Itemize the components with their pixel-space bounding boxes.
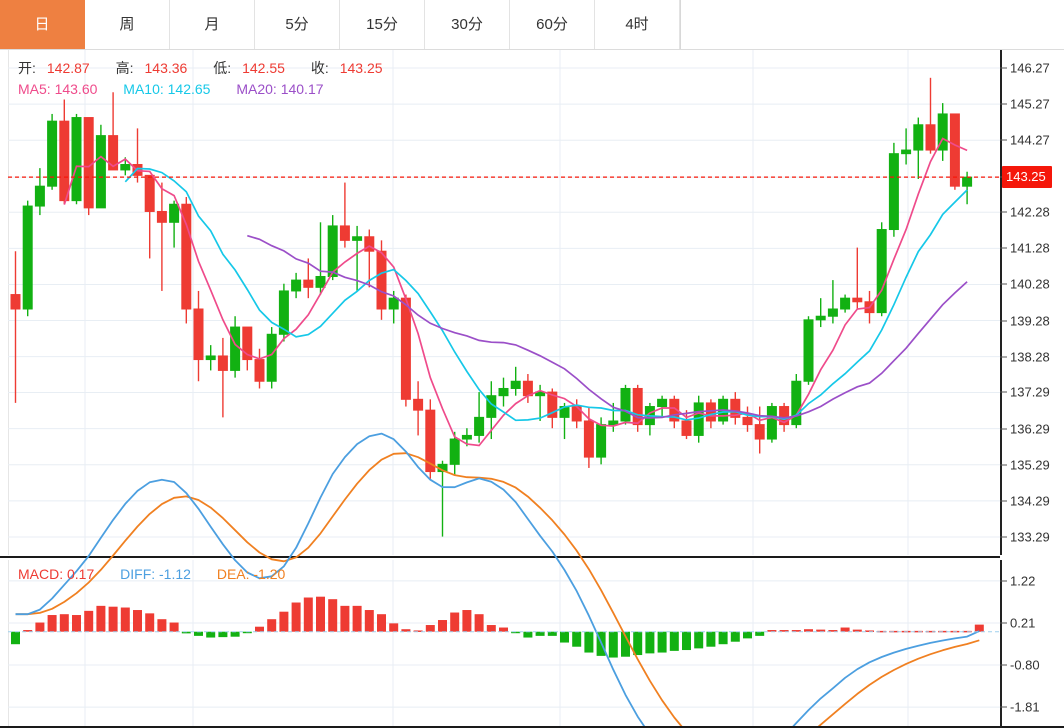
macd-axis-tick: [1000, 580, 1007, 582]
macd-chart[interactable]: [8, 432, 1000, 728]
price-axis-tick: [1000, 536, 1007, 538]
price-axis-label: 138.28: [1010, 349, 1050, 365]
timeframe-tab-label: 5分: [285, 16, 309, 33]
macd-value-legend: MACD: 0.17: [18, 566, 95, 582]
open-value: 142.87: [46, 60, 90, 76]
price-axis-tick: [1000, 211, 1007, 213]
timeframe-tab-4[interactable]: 15分: [340, 0, 425, 49]
price-axis-label: 146.27: [1010, 60, 1050, 76]
macd-axis-label: 1.22: [1010, 573, 1036, 589]
price-axis-label: 139.28: [1010, 313, 1050, 329]
macd-axis-tick: [1000, 622, 1007, 624]
macd-axis-label: -0.80: [1010, 657, 1040, 673]
macd-axis-line: [1000, 560, 1002, 728]
price-axis-tick: [1000, 103, 1007, 105]
price-axis-label: 133.29: [1010, 529, 1050, 545]
price-axis-label: 141.28: [1010, 240, 1050, 256]
low-value: 142.55: [242, 60, 285, 76]
macd-legend: MACD: 0.17 DIFF: -1.12 DEA: -1.20: [18, 566, 285, 582]
price-axis-tick: [1000, 356, 1007, 358]
low-label: 低:: [213, 60, 232, 76]
diff-value-legend: DIFF: -1.12: [120, 566, 191, 582]
price-axis-label: 136.29: [1010, 421, 1050, 437]
timeframe-tab-label: 60分: [536, 16, 568, 33]
price-axis-tick: [1000, 464, 1007, 466]
price-axis[interactable]: 146.27 145.27 144.27 143.25 142.28 141.28 140.…: [1000, 50, 1064, 555]
price-axis-label: 134.29: [1010, 493, 1050, 509]
timeframe-tab-5[interactable]: 30分: [425, 0, 510, 49]
ma5-legend: MA5: 143.60: [18, 81, 98, 97]
dea-value-legend: DEA: -1.20: [216, 566, 286, 582]
timeframe-tab-3[interactable]: 5分: [255, 0, 340, 49]
timeframe-tab-label: 周: [119, 16, 135, 33]
close-value: 143.25: [339, 60, 383, 76]
current-price-tag: 143.25: [1002, 166, 1052, 189]
price-axis-tick: [1000, 320, 1007, 322]
ma10-legend: MA10: 142.65: [123, 81, 211, 97]
timeframe-tab-label: 30分: [451, 16, 483, 33]
timeframe-tab-label: 15分: [366, 16, 398, 33]
price-axis-tick: [1000, 391, 1007, 393]
tab-bar-end-divider: [680, 0, 681, 49]
main-axis-line: [1000, 50, 1002, 555]
price-axis-label: 135.29: [1010, 457, 1050, 473]
price-axis-tick: [1000, 500, 1007, 502]
timeframe-tab-1[interactable]: 周: [85, 0, 170, 49]
timeframe-tab-label: 4时: [625, 16, 649, 33]
ohlc-legend: 开: 142.87 高: 143.36 低: 142.55 收: 143.25 MA5:…: [18, 58, 383, 97]
open-label: 开:: [18, 60, 36, 76]
price-axis-tick: [1000, 67, 1007, 69]
timeframe-tab-7[interactable]: 4时: [595, 0, 680, 49]
timeframe-tab-0[interactable]: 日: [0, 0, 85, 49]
candlestick-chart[interactable]: [8, 50, 1000, 555]
macd-axis-label: -1.81: [1010, 699, 1040, 715]
high-label: 高:: [115, 60, 134, 76]
panel-separator-bottom: [0, 726, 1064, 728]
timeframe-tab-6[interactable]: 60分: [510, 0, 595, 49]
macd-axis-tick: [1000, 664, 1007, 666]
panel-separator-top: [0, 556, 1000, 558]
ma20-legend: MA20: 140.17: [236, 81, 324, 97]
close-label: 收:: [310, 60, 329, 76]
main-chart-left-border: [8, 50, 9, 555]
macd-axis[interactable]: 1.22 0.21 -0.80 -1.81: [1000, 560, 1064, 728]
price-axis-label: 145.27: [1010, 96, 1050, 112]
timeframe-tab-bar[interactable]: 日 周 月 5分 15分 30分 60分 4时: [0, 0, 1064, 50]
price-axis-tick: [1000, 428, 1007, 430]
price-axis-tick: [1000, 139, 1007, 141]
price-axis-label: 144.27: [1010, 132, 1050, 148]
macd-chart-left-border: [8, 560, 9, 728]
timeframe-tab-2[interactable]: 月: [170, 0, 255, 49]
price-axis-label: 140.28: [1010, 276, 1050, 292]
price-axis-tick: [1000, 283, 1007, 285]
price-axis-label: 142.28: [1010, 204, 1050, 220]
high-value: 143.36: [144, 60, 188, 76]
timeframe-tab-label: 月: [204, 16, 220, 33]
macd-axis-label: 0.21: [1010, 615, 1036, 631]
macd-axis-tick: [1000, 706, 1007, 708]
price-axis-tick: [1000, 247, 1007, 249]
price-axis-label: 137.29: [1010, 384, 1050, 400]
timeframe-tab-label: 日: [34, 16, 50, 33]
